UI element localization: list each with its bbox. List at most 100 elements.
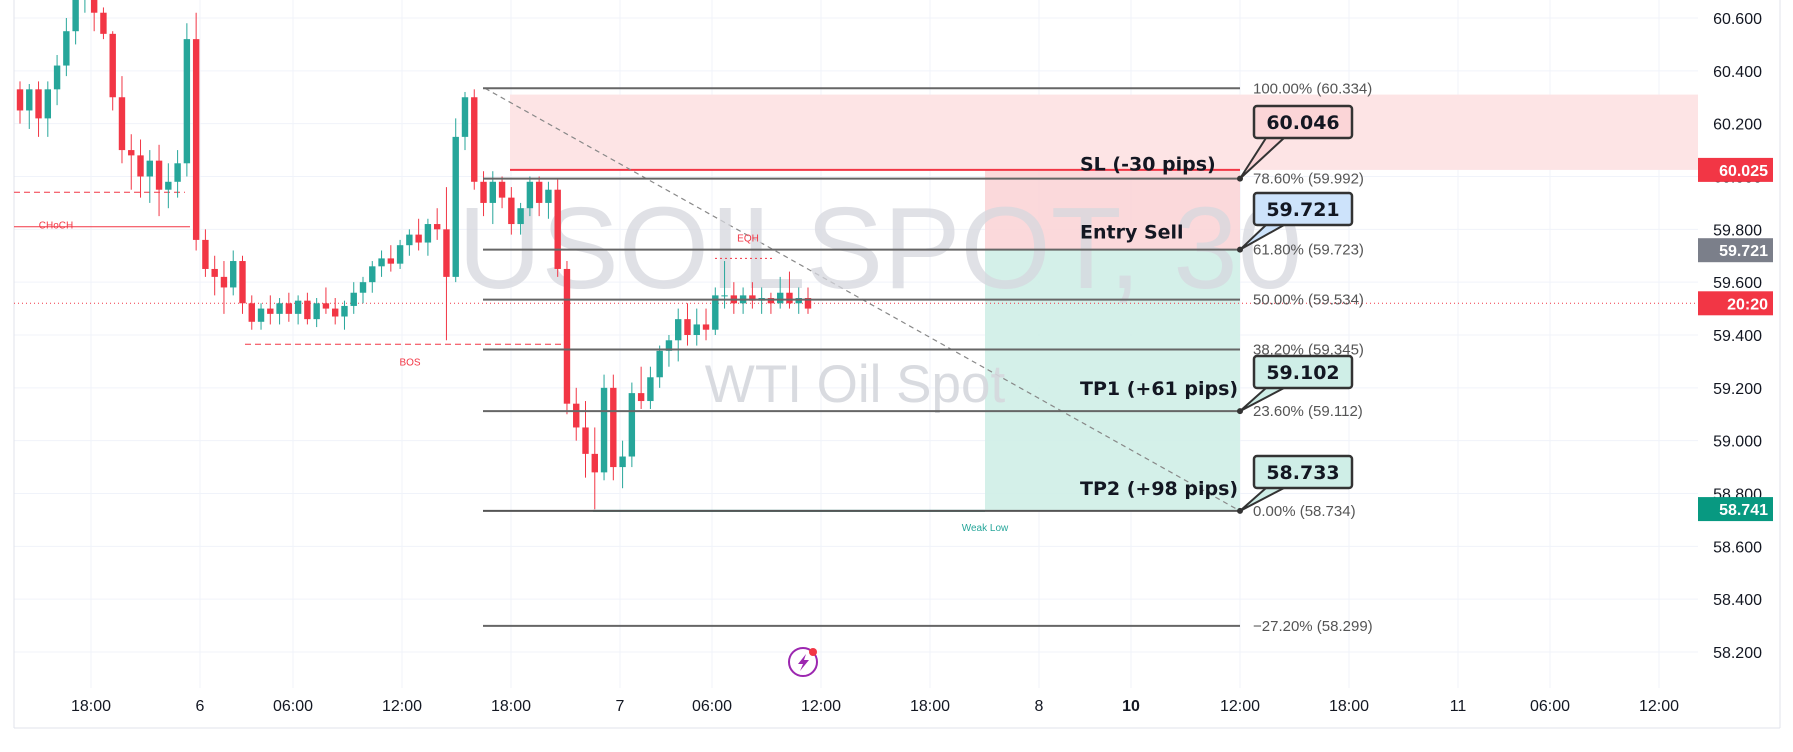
candle-body: [526, 181, 534, 209]
fib-level-label: 50.00% (59.534): [1253, 292, 1364, 309]
candle: [712, 287, 719, 335]
candle-body: [16, 89, 24, 111]
candle: [294, 295, 302, 325]
candle-body: [294, 300, 302, 314]
time-tick-label: 12:00: [1220, 698, 1260, 715]
candle-body: [619, 456, 626, 468]
candle-body: [109, 33, 116, 98]
price-badge-text: 58.741: [1719, 502, 1768, 519]
price-callout[interactable]: 58.733: [1237, 454, 1354, 514]
candle-body: [406, 234, 413, 246]
candle: [452, 118, 459, 283]
callout-box: [1252, 454, 1354, 490]
candle: [35, 81, 42, 137]
time-tick-label: 11: [1450, 698, 1467, 715]
price-badge-bg: [1698, 291, 1773, 316]
candle: [656, 345, 663, 388]
candle-body: [63, 31, 70, 66]
candle: [767, 292, 775, 314]
candle-body: [804, 298, 812, 309]
time-tick-label: 06:00: [1530, 698, 1570, 715]
candle-body: [313, 303, 320, 320]
candle-body: [276, 303, 283, 314]
candle: [332, 298, 339, 325]
candle-body: [35, 89, 42, 119]
time-tick-label: 06:00: [273, 698, 313, 715]
candle-body: [285, 303, 293, 314]
fib-level-label: 78.60% (59.992): [1253, 171, 1364, 188]
candle: [267, 295, 274, 325]
price-tick-label: 58.400: [1713, 592, 1762, 609]
callout-box: [1252, 191, 1354, 227]
price-callout[interactable]: 59.721: [1237, 191, 1354, 253]
candle: [211, 255, 218, 296]
fib-level-label: 0.00% (58.734): [1253, 503, 1356, 520]
candle-body: [322, 303, 330, 309]
price-badge: 20:20: [1698, 291, 1773, 316]
candle-body: [702, 324, 710, 330]
candle-body: [72, 0, 79, 32]
structure-label: EQH: [737, 233, 759, 244]
time-tick-label: 06:00: [692, 698, 732, 715]
replay-icon[interactable]: [788, 647, 818, 677]
time-tick-label: 18:00: [71, 698, 111, 715]
candle-body: [498, 181, 506, 198]
callout-value: 59.721: [1266, 199, 1339, 221]
callout-value: 59.102: [1266, 362, 1339, 384]
candle-body: [535, 181, 543, 203]
candle: [285, 292, 293, 322]
candle: [675, 308, 682, 362]
time-tick-label: 12:00: [1639, 698, 1679, 715]
candle: [517, 202, 524, 235]
candle: [313, 298, 320, 328]
time-tick-label: 18:00: [910, 698, 950, 715]
candle-body: [165, 181, 172, 190]
candle: [118, 76, 126, 164]
candle-body: [767, 298, 775, 304]
candle-body: [545, 189, 552, 203]
trade-labels: SL (-30 pips) Entry Sell TP1 (+61 pips) TP2…: [1080, 153, 1238, 500]
candle-body: [637, 393, 645, 402]
candle-body: [647, 377, 654, 402]
candle: [72, 0, 79, 45]
candle-body: [684, 319, 691, 335]
candle-body: [795, 298, 802, 304]
candle: [146, 150, 153, 203]
candle: [165, 163, 172, 209]
price-tick-label: 58.600: [1713, 539, 1762, 556]
candle: [387, 245, 395, 272]
candle: [53, 54, 61, 106]
candle: [702, 308, 710, 341]
price-tick-label: 59.000: [1713, 434, 1762, 451]
candle-body: [230, 261, 237, 288]
candle-body: [610, 387, 617, 468]
candle: [545, 181, 552, 219]
candle: [26, 84, 33, 129]
candle: [665, 335, 673, 367]
candle-body: [220, 276, 228, 288]
candle: [804, 287, 812, 314]
candle: [684, 303, 691, 346]
time-tick-label: 7: [616, 698, 625, 715]
callout-anchor: [1237, 175, 1243, 182]
structure-label: BOS: [399, 358, 420, 369]
candle-body: [675, 319, 682, 341]
candle-body: [656, 350, 663, 378]
candle-body: [600, 387, 608, 473]
candle: [220, 261, 228, 314]
callout-anchor: [1237, 246, 1243, 253]
candle-body: [211, 268, 218, 277]
candle-body: [443, 229, 450, 277]
candle: [693, 308, 700, 346]
price-callout[interactable]: 59.102: [1237, 354, 1354, 415]
time-axis: 18:00 6 06:00 12:00 18:00 7 06:00 12:00 18:00 8 10…: [71, 698, 1679, 715]
candle: [248, 295, 255, 330]
time-tick-label: 10: [1122, 698, 1140, 715]
price-callout[interactable]: 60.046: [1237, 104, 1354, 182]
candle: [155, 144, 163, 217]
callout-box: [1252, 104, 1354, 140]
price-tick-label: 59.200: [1713, 381, 1762, 398]
candle: [406, 229, 413, 256]
